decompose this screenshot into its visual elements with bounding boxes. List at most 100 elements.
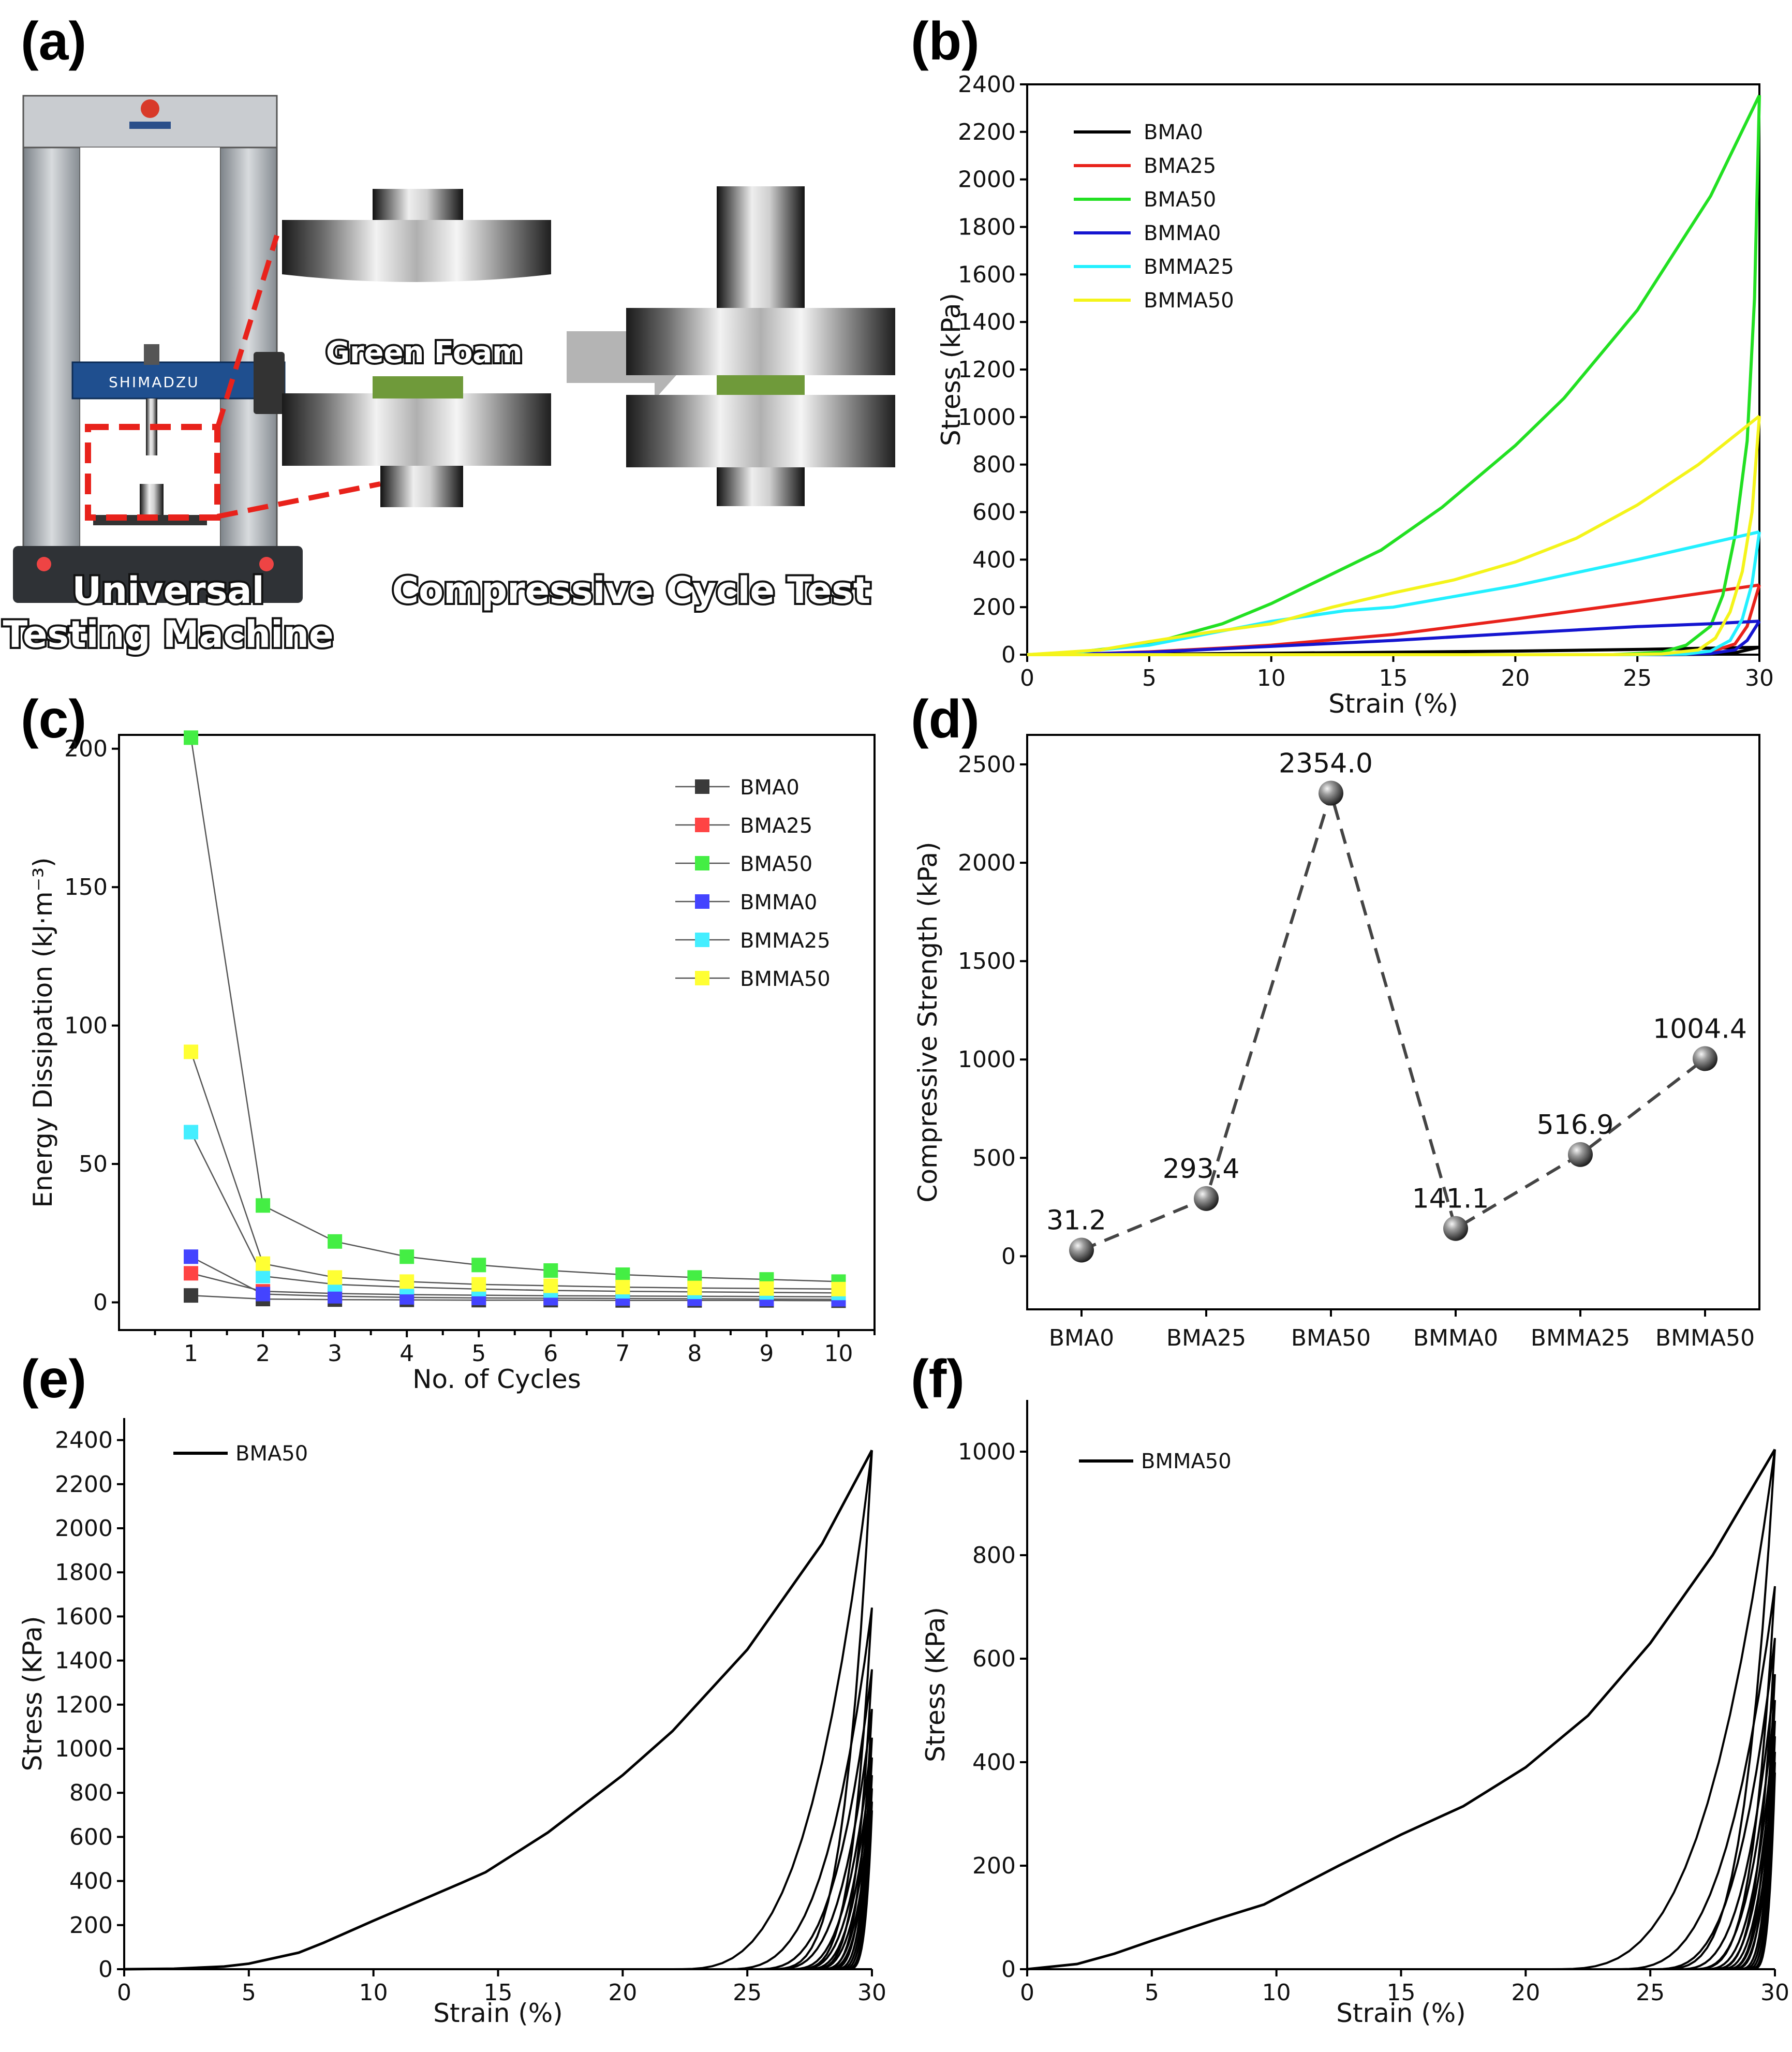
data-point-bma50 — [543, 1263, 558, 1278]
machine-caption-line2: Testing Machine — [3, 613, 334, 656]
chart-d-compressive-strength: 0 500 1000 1500 2000 2500 Compressive Strength… — [913, 734, 1760, 1351]
series-line-bma50 — [1027, 94, 1761, 656]
legend-swatch — [695, 971, 709, 985]
chart-e-cyclic-bma50: 0200400600800100012001400160018002000220… — [18, 1418, 886, 2028]
test-caption: Compressive Cycle Test — [392, 569, 871, 612]
y-tick-label: 200 — [69, 1912, 113, 1939]
legend-label: BMMA50 — [740, 967, 831, 991]
data-label: 31.2 — [1046, 1205, 1106, 1236]
y-tick-label: 1600 — [958, 261, 1016, 288]
x-tick-label: 10 — [1262, 1980, 1291, 2006]
cycle-curve — [1550, 1449, 1776, 1970]
panel-e-label: (e) — [21, 1349, 86, 1409]
x-tick-label: 0 — [1020, 665, 1034, 691]
data-point-bmma0 — [256, 1287, 271, 1302]
x-tick-label: 0 — [1020, 1980, 1034, 2006]
x-axis-title: Strain (%) — [1336, 1998, 1466, 2028]
y-tick-label: 600 — [972, 1646, 1016, 1672]
cycle-curve — [672, 1450, 873, 1970]
y-tick-label: 2200 — [55, 1471, 113, 1498]
legend-label: BMA50 — [1144, 188, 1216, 212]
data-point — [1319, 780, 1343, 806]
y-tick-label: 1400 — [958, 309, 1016, 335]
y-tick-label: 1600 — [55, 1603, 113, 1630]
series-unload-bmma50 — [1027, 416, 1761, 656]
x-tick-label: 2 — [256, 1340, 270, 1367]
plot-frame — [118, 734, 876, 1331]
plot-frame — [1026, 734, 1760, 1310]
y-axis-title: Energy Dissipation (kJ·m⁻³) — [28, 857, 58, 1207]
y-tick-label: 600 — [972, 499, 1016, 526]
y-tick-label: 2000 — [958, 167, 1016, 193]
x-tick-label: 25 — [733, 1980, 762, 2006]
loading-curve — [1027, 1449, 1776, 1971]
y-tick-label: 2000 — [55, 1515, 113, 1542]
y-tick-label: 200 — [972, 1853, 1016, 1879]
data-point-bmma50 — [615, 1280, 630, 1295]
x-tick-label: BMA50 — [1291, 1325, 1371, 1351]
x-tick-label: 10 — [824, 1340, 853, 1367]
y-tick-label: 1000 — [55, 1736, 113, 1762]
legend-swatch — [695, 856, 709, 870]
series-line-bmma50 — [1027, 415, 1760, 656]
x-tick-label: 20 — [608, 1980, 637, 2006]
x-tick-label: 5 — [1145, 1980, 1159, 2006]
legend-label: BMA50 — [235, 1442, 308, 1466]
x-tick-label: 5 — [471, 1340, 486, 1367]
y-tick-label: 1800 — [55, 1559, 113, 1586]
data-point-bma50 — [184, 730, 199, 745]
data-point-bmma50 — [471, 1277, 486, 1292]
series-line-bma50 — [190, 737, 839, 1282]
y-tick-label: 2200 — [958, 119, 1016, 145]
y-tick-label: 1200 — [55, 1692, 113, 1718]
y-tick-label: 1000 — [958, 1439, 1016, 1465]
y-tick-label: 0 — [98, 1956, 113, 1983]
highlight-box — [85, 424, 220, 521]
y-tick-label: 200 — [64, 736, 108, 762]
y-tick-label: 150 — [64, 874, 108, 900]
cycle-curve — [1717, 1751, 1776, 1970]
y-tick-label: 1800 — [958, 214, 1016, 241]
legend-swatch — [695, 933, 709, 947]
panel-a-label: (a) — [21, 11, 86, 71]
y-tick-label: 100 — [64, 1013, 108, 1039]
data-point-bmma50 — [184, 1044, 199, 1059]
x-tick-label: BMA25 — [1166, 1325, 1246, 1351]
legend-label: BMMA50 — [1141, 1450, 1232, 1473]
cycle-curve — [787, 1737, 873, 1970]
panel-a-photo: (a) SHIMADZU — [1, 11, 895, 658]
legend-label: BMMA25 — [1144, 255, 1234, 279]
legend-label: BMA0 — [740, 776, 799, 800]
machine-caption-line1: Universal — [72, 569, 264, 612]
legend-swatch — [695, 894, 709, 909]
y-axis-title: Stress (KPa) — [18, 1616, 48, 1771]
y-tick-label: 200 — [972, 594, 1016, 621]
data-point — [1568, 1142, 1593, 1167]
universal-testing-machine-image: SHIMADZU — [13, 95, 381, 603]
series-line-bmma0 — [190, 1256, 839, 1300]
data-point-bma50 — [256, 1198, 271, 1213]
cycle-curve — [1702, 1720, 1776, 1970]
x-tick-label: 30 — [1760, 1980, 1789, 2006]
x-tick-label: 0 — [117, 1980, 131, 2006]
legend-label: BMMA0 — [740, 891, 817, 914]
cycle-curve — [819, 1801, 873, 1970]
series-line-bma0 — [190, 1294, 839, 1302]
legend-label: BMA25 — [740, 814, 812, 838]
y-tick-label: 1500 — [958, 948, 1016, 975]
x-tick-label: 15 — [484, 1980, 513, 2006]
data-point-bma0 — [184, 1288, 199, 1303]
legend-swatch — [695, 779, 709, 794]
y-tick-label: 2500 — [958, 751, 1016, 778]
x-tick-label: 25 — [1623, 665, 1652, 691]
y-tick-label: 400 — [972, 1749, 1016, 1776]
data-point-bmma25 — [256, 1268, 271, 1283]
x-tick-label: 25 — [1636, 1980, 1665, 2006]
data-point-bmma50 — [759, 1281, 774, 1296]
y-tick-label: 500 — [972, 1145, 1016, 1171]
chart-f-cyclic-bmma50: 0 200 400 600 800 1000 0 5 10 15 20 25 30 Strain (%) S… — [921, 1400, 1789, 2028]
x-tick-label: 15 — [1387, 1980, 1416, 2006]
series-line-bmma0 — [1027, 619, 1760, 656]
compression-fixture-open: Green Foam — [282, 189, 551, 507]
data-point-bmma50 — [328, 1270, 343, 1285]
